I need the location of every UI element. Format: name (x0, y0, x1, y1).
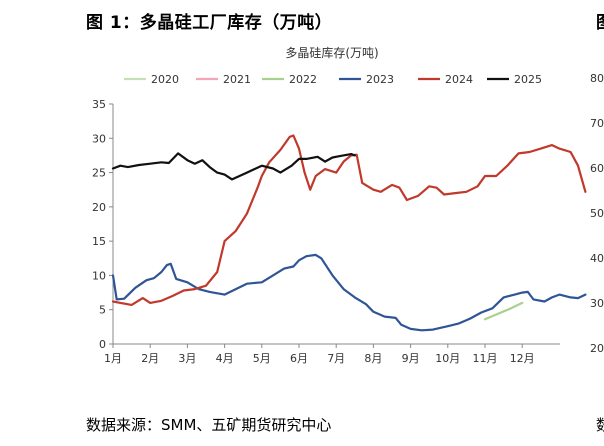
x-tick-label: 3月 (178, 352, 196, 365)
right-cut-source: 数 (596, 416, 604, 434)
x-tick-label: 12月 (510, 352, 535, 365)
figure-title: 图 1：多晶硅工厂库存（万吨） (86, 13, 333, 33)
x-tick-label: 6月 (290, 352, 308, 365)
chart-title: 多晶硅库存(万吨) (285, 45, 378, 60)
right-panel-tick-label: 40 (590, 252, 604, 265)
y-tick-label: 5 (99, 304, 106, 317)
x-tick-label: 10月 (435, 352, 460, 365)
legend-label-2022: 2022 (289, 73, 317, 86)
right-panel-axis: 80 70 60 50 40 30 20 (590, 72, 604, 355)
x-tick-label: 4月 (216, 352, 234, 365)
y-tick-label: 35 (92, 98, 106, 111)
x-tick-label: 1月 (104, 352, 122, 365)
y-tick-label: 25 (92, 167, 106, 180)
right-panel-tick-label: 60 (590, 162, 604, 175)
series-line-2022 (483, 301, 524, 321)
x-tick-label: 5月 (253, 352, 271, 365)
legend: 2020 2021 2022 2023 2024 2025 (124, 73, 542, 86)
legend-label-2025: 2025 (514, 73, 542, 86)
x-tick-label: 11月 (473, 352, 498, 365)
y-tick-label: 30 (92, 132, 106, 145)
y-tick-label: 15 (92, 235, 106, 248)
plot-area: 0 5 10 15 20 25 30 35 1月 2月 3月 4月 5月 6月 7月 8月 9月 10月 11月 12… (92, 98, 560, 365)
series-line-2025 (111, 152, 356, 181)
legend-label-2021: 2021 (223, 73, 251, 86)
series-line-2024 (111, 134, 587, 306)
y-tick-label: 20 (92, 201, 106, 214)
series-line-2023 (111, 253, 587, 332)
series-lines (111, 134, 587, 332)
x-tick-label: 9月 (402, 352, 420, 365)
y-tick-label: 10 (92, 269, 106, 282)
right-panel-tick-label: 20 (590, 342, 604, 355)
legend-label-2024: 2024 (445, 73, 473, 86)
right-panel-tick-label: 70 (590, 117, 604, 130)
x-tick-label: 2月 (141, 352, 159, 365)
source-note: 数据来源：SMM、五矿期货研究中心 (86, 416, 332, 434)
x-tick-label: 7月 (327, 352, 345, 365)
right-panel-tick-label: 50 (590, 207, 604, 220)
y-tick-label: 0 (99, 338, 106, 351)
x-tick-label: 8月 (364, 352, 382, 365)
legend-label-2023: 2023 (366, 73, 394, 86)
legend-label-2020: 2020 (151, 73, 179, 86)
right-panel-tick-label: 80 (590, 72, 604, 85)
right-cut-title: 图 (596, 8, 604, 33)
right-panel-tick-label: 30 (590, 297, 604, 310)
